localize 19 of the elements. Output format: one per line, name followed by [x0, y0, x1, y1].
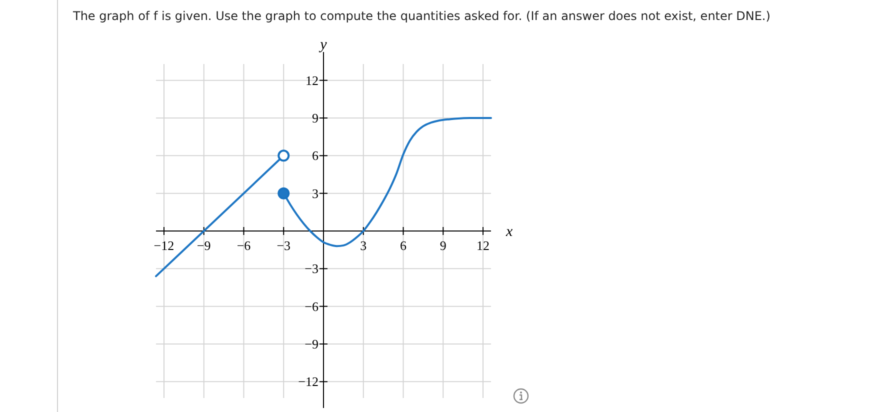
y-tick-label: 12	[306, 72, 318, 88]
x-tick-label: −9	[196, 238, 211, 253]
x-tick-label: −3	[276, 238, 291, 253]
chart-title: The graph of f is given. Use the graph to compute the quantities asked for. (If an answer does not exist, enter DNE.)	[72, 9, 770, 23]
x-axis-title: x	[505, 224, 513, 240]
x-tick-label: 9	[440, 238, 446, 253]
y-tick-label: 9	[312, 110, 318, 126]
y-tick-label: −6	[304, 298, 319, 314]
x-tick-label: 3	[360, 238, 367, 253]
y-tick-label: −9	[304, 336, 318, 352]
x-tick-label: 6	[400, 238, 408, 253]
x-tick-label: 12	[476, 238, 490, 253]
y-tick-label: 6	[312, 148, 319, 164]
y-tick-label: −3	[304, 261, 318, 276]
y-tick-label: −12	[298, 374, 318, 390]
y-tick-label: 3	[312, 186, 318, 201]
x-tick-label: −6	[236, 238, 252, 253]
y-axis-title: y	[318, 37, 328, 53]
x-tick-label: −12	[154, 238, 174, 253]
